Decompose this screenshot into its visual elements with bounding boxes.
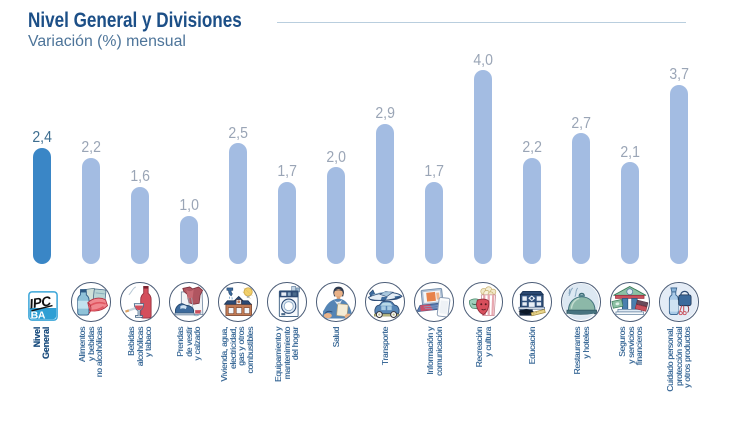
svg-text:BA: BA: [31, 310, 46, 321]
